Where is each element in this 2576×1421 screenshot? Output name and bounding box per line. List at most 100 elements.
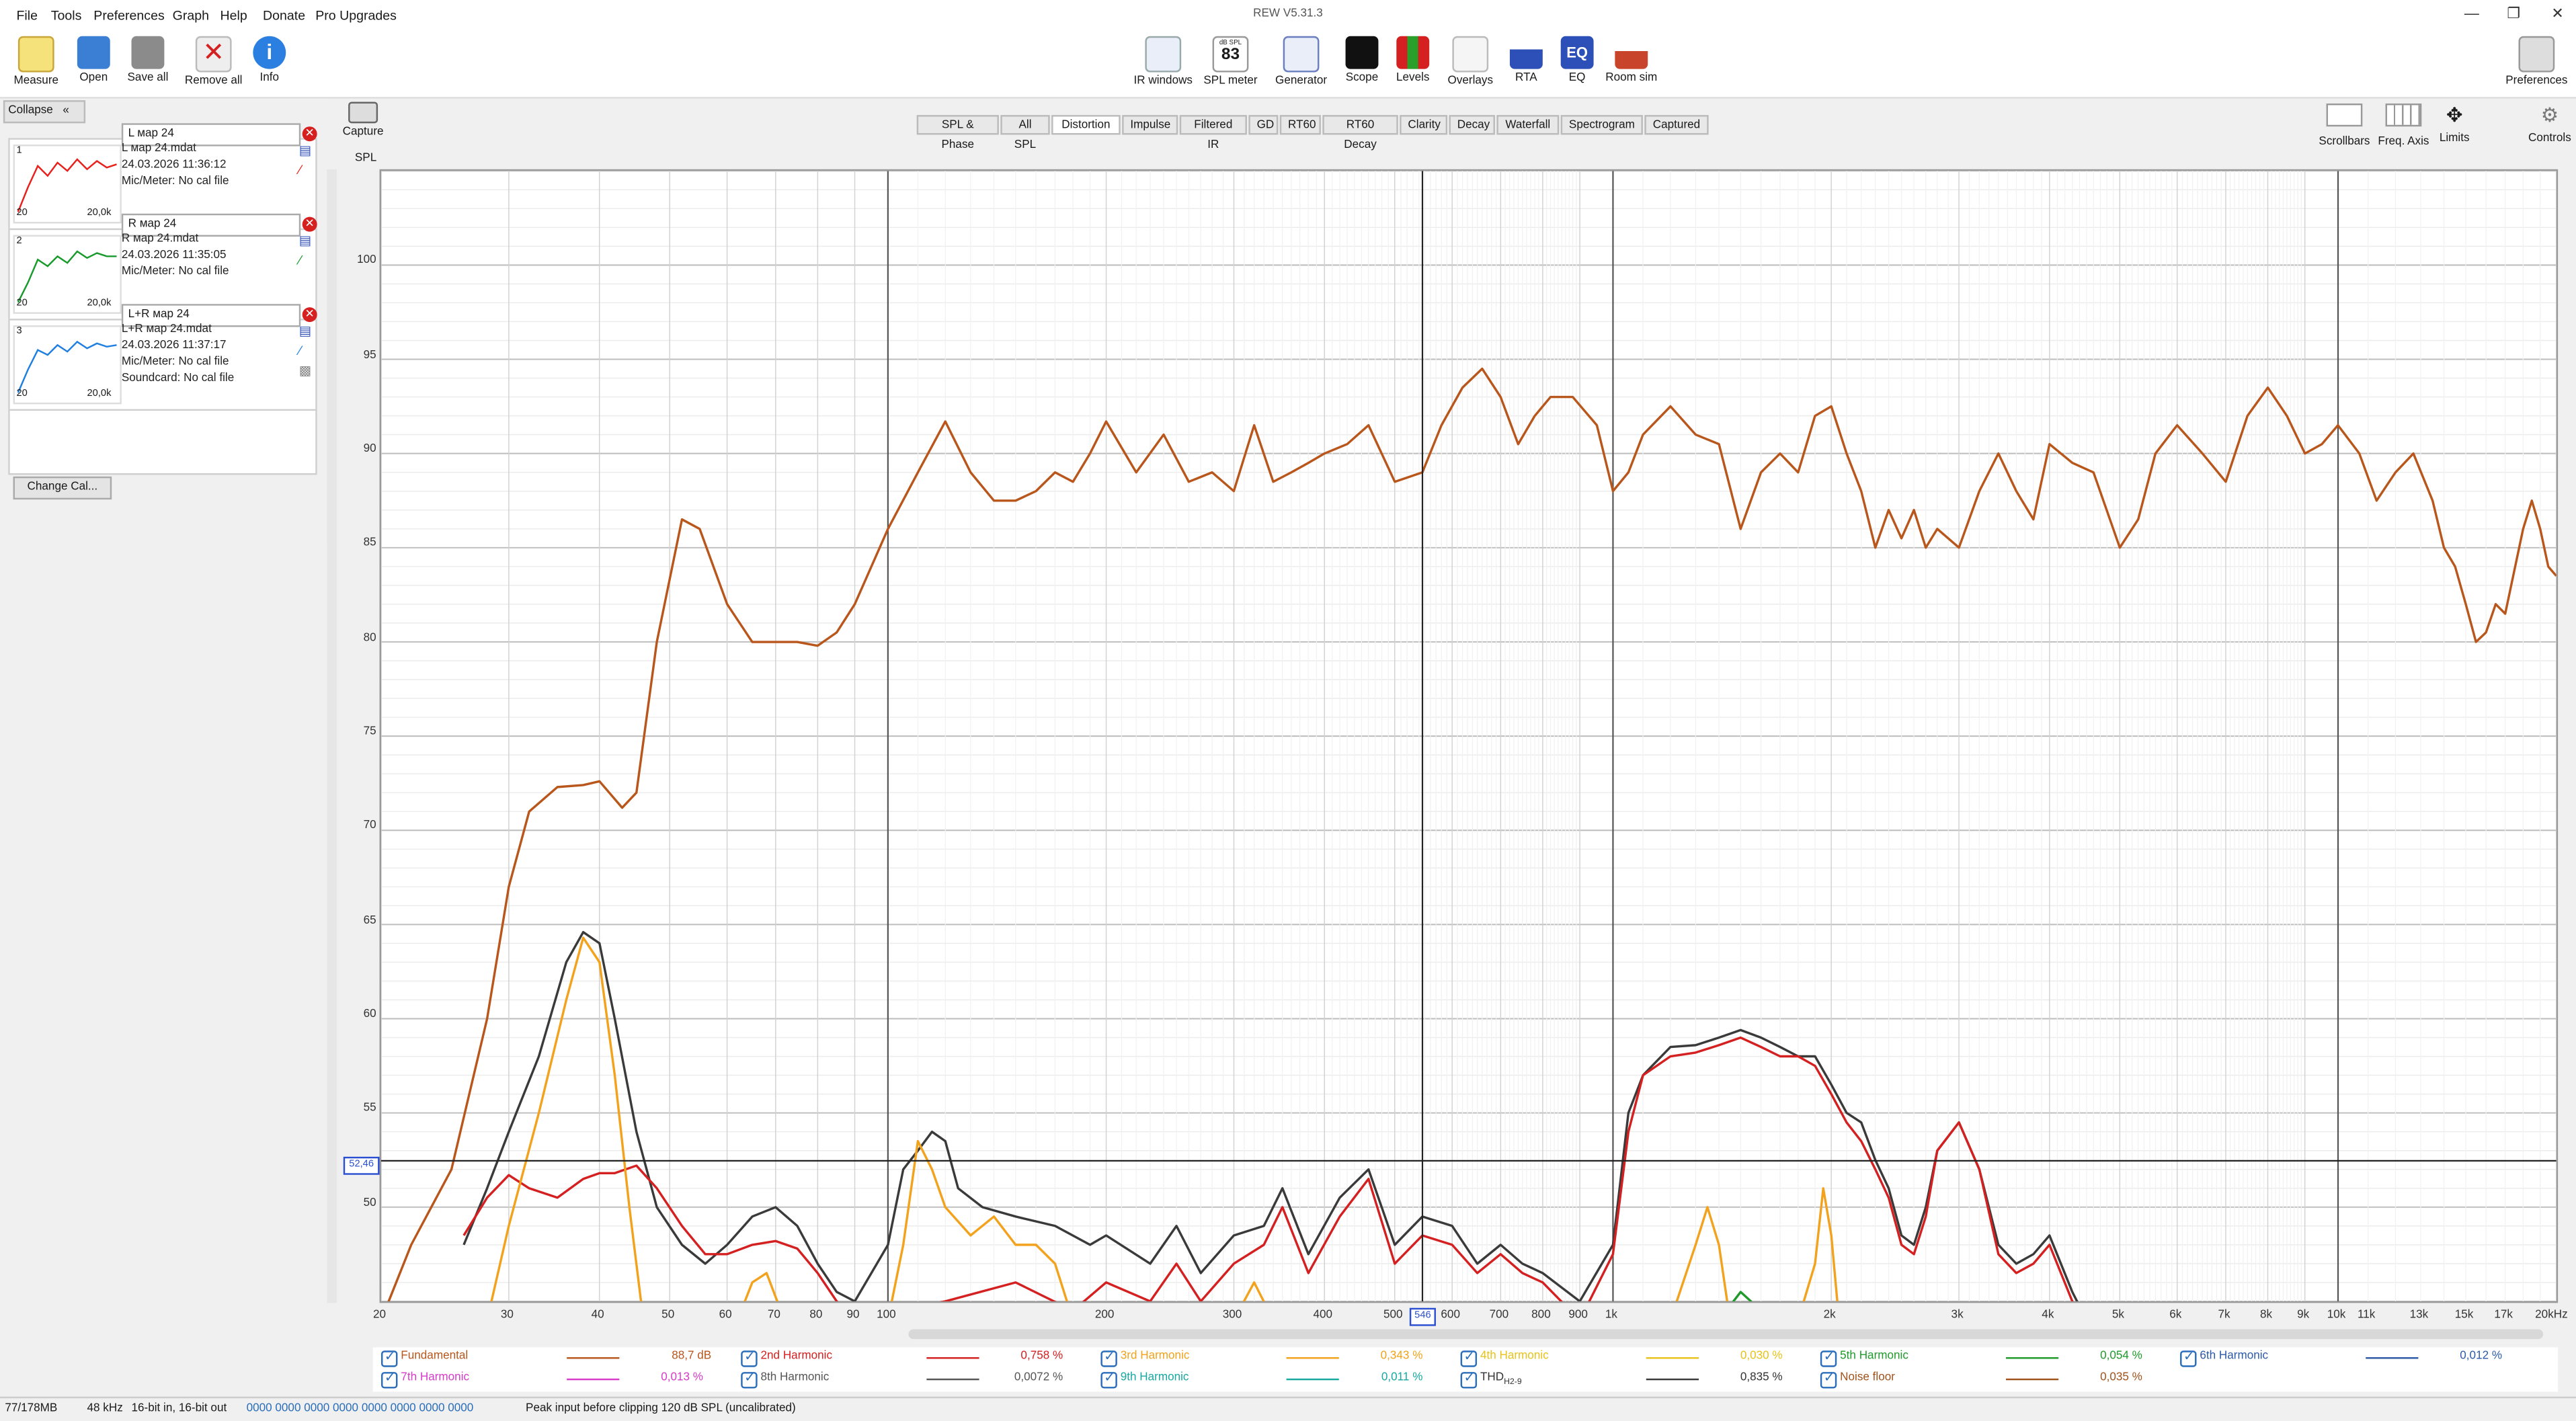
scope-button[interactable]: Scope <box>1340 36 1383 84</box>
x-tick-label: 90 <box>846 1309 860 1322</box>
remove-measurement-icon[interactable]: ✕ <box>302 307 317 323</box>
limits-button[interactable]: ✥ Limits <box>2435 104 2474 145</box>
tab-captured[interactable]: Captured <box>1644 115 1709 135</box>
change-cal-button[interactable]: Change Cal... <box>13 476 112 500</box>
save-all-icon <box>131 36 165 69</box>
info-button[interactable]: i Info <box>253 36 286 84</box>
collapse-label: Collapse <box>8 105 53 117</box>
measurement-name-field[interactable]: L+R мар 24 <box>121 304 301 327</box>
measurement-thumbnail: 1 20 20,0k <box>13 145 122 224</box>
ir-windows-button[interactable]: IR windows <box>1130 36 1196 87</box>
close-icon[interactable]: ✕ <box>2551 5 2564 22</box>
checkbox[interactable] <box>741 1349 758 1367</box>
tab-filtered-ir[interactable]: Filtered IR <box>1179 115 1247 151</box>
rta-icon <box>1509 36 1543 69</box>
status-memory[interactable]: 77/178MB <box>5 1403 58 1415</box>
x-tick-label: 20 <box>373 1309 387 1322</box>
tab-impulse[interactable]: Impulse <box>1122 115 1178 135</box>
save-all-button[interactable]: Save all <box>125 36 171 84</box>
checkbox[interactable] <box>1100 1349 1117 1367</box>
chart-icon[interactable]: ▤ <box>298 143 312 158</box>
overlays-button[interactable]: Overlays <box>1444 36 1496 87</box>
measurement-thumbnail-plot <box>17 250 117 303</box>
checkbox[interactable] <box>380 1349 398 1367</box>
restore-icon[interactable]: ❐ <box>2507 5 2521 22</box>
tab-decay[interactable]: Decay <box>1449 115 1495 135</box>
checkbox[interactable] <box>1820 1349 1837 1367</box>
tab-spl-phase[interactable]: SPL & Phase <box>916 115 999 151</box>
menu-pro-upgrades[interactable]: Pro Upgrades <box>315 8 397 24</box>
levels-label: Levels <box>1396 72 1430 84</box>
vertical-scrollbar[interactable] <box>327 169 337 1303</box>
thd-label: THD <box>1480 1372 1504 1384</box>
y-tick-label: 85 <box>363 538 376 550</box>
measurement-name-field[interactable]: R мар 24 <box>121 213 301 237</box>
menu-file[interactable]: File <box>16 8 38 24</box>
remove-measurement-icon[interactable]: ✕ <box>302 126 317 142</box>
distortion-plot-svg <box>380 170 2558 1322</box>
tab-rt60[interactable]: RT60 <box>1279 115 1321 135</box>
y-axis-label: SPL <box>354 153 377 165</box>
legend-swatch <box>567 1378 620 1381</box>
checkbox[interactable] <box>1460 1371 1478 1389</box>
pencil-icon[interactable]: ⁄ <box>298 162 302 177</box>
freq-axis-button[interactable]: Freq. Axis <box>2376 103 2431 148</box>
eq-button[interactable]: EQ EQ <box>1560 36 1594 84</box>
pencil-icon[interactable]: ⁄ <box>298 343 302 358</box>
generator-label: Generator <box>1275 75 1328 87</box>
chart-icon[interactable]: ▤ <box>298 233 312 249</box>
menu-donate[interactable]: Donate <box>263 8 306 24</box>
x-tick-label: 700 <box>1489 1309 1509 1322</box>
checkbox[interactable] <box>380 1371 398 1389</box>
cursor-y-readout: 52,46 <box>343 1156 380 1175</box>
checkbox[interactable] <box>741 1371 758 1389</box>
preferences-button[interactable]: Preferences <box>2504 36 2570 87</box>
tab-distortion[interactable]: Distortion <box>1051 115 1121 135</box>
remove-all-label: Remove all <box>184 75 243 87</box>
tab-clarity[interactable]: Clarity <box>1400 115 1448 135</box>
legend-swatch <box>1646 1378 1699 1381</box>
menu-preferences[interactable]: Preferences <box>93 8 165 24</box>
rta-button[interactable]: RTA <box>1508 36 1545 84</box>
tab-waterfall[interactable]: Waterfall <box>1496 115 1560 135</box>
tab-gd[interactable]: GD <box>1248 115 1279 135</box>
x-tick-label: 2k <box>1823 1309 1836 1322</box>
y-tick-label: 55 <box>363 1102 376 1115</box>
tab-rt60-decay[interactable]: RT60 Decay <box>1322 115 1398 151</box>
legend-swatch <box>1286 1357 1339 1359</box>
horizontal-scrollbar[interactable] <box>908 1329 2544 1340</box>
capture-button[interactable]: Capture <box>341 102 385 138</box>
generator-button[interactable]: Generator <box>1272 36 1331 87</box>
tab-all-spl[interactable]: All SPL <box>1000 115 1050 151</box>
collapse-button[interactable]: Collapse « <box>3 100 86 124</box>
distortion-graph[interactable] <box>379 169 2559 1322</box>
room-sim-button[interactable]: Room sim <box>1602 36 1661 84</box>
scrollbars-button[interactable]: Scrollbars <box>2315 103 2374 148</box>
chart-icon[interactable]: ▤ <box>298 323 312 339</box>
open-button[interactable]: Open <box>73 36 116 84</box>
checkbox[interactable] <box>2180 1349 2197 1367</box>
menu-graph[interactable]: Graph <box>172 8 209 24</box>
limits-label: Limits <box>2439 132 2470 145</box>
measurement-item[interactable]: L+R мар 24 ✕ 3 20 20,0k L+R мар 24.mdat … <box>8 304 317 411</box>
checkbox[interactable] <box>1460 1349 1478 1367</box>
controls-button[interactable]: ⚙ Controls <box>2524 104 2576 145</box>
legend-label: 9th Harmonic <box>1120 1372 1189 1384</box>
levels-button[interactable]: Levels <box>1392 36 1435 84</box>
document-icon[interactable]: ▩ <box>298 363 312 378</box>
pencil-icon[interactable]: ⁄ <box>298 253 302 268</box>
spl-meter-button[interactable]: dB SPL 83 SPL meter <box>1201 36 1260 87</box>
scope-label: Scope <box>1345 72 1379 84</box>
checkbox[interactable] <box>1820 1371 1837 1389</box>
checkbox[interactable] <box>1100 1371 1117 1389</box>
measurement-name-field[interactable]: L мар 24 <box>121 123 301 147</box>
scrollbars-icon <box>2326 103 2363 127</box>
tab-spectrogram[interactable]: Spectrogram <box>1560 115 1643 135</box>
remove-all-button[interactable]: ✕ Remove all <box>181 36 247 87</box>
eq-label: EQ <box>1568 72 1586 84</box>
menu-tools[interactable]: Tools <box>50 8 82 24</box>
menu-help[interactable]: Help <box>220 8 247 24</box>
minimize-icon[interactable]: — <box>2464 5 2479 22</box>
remove-measurement-icon[interactable]: ✕ <box>302 216 317 232</box>
measure-button[interactable]: Measure <box>10 36 63 87</box>
